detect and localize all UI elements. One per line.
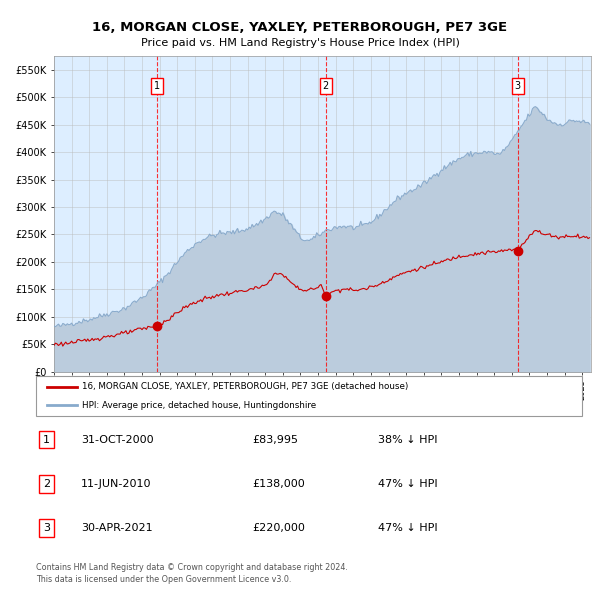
- Text: 3: 3: [43, 523, 50, 533]
- Text: 47% ↓ HPI: 47% ↓ HPI: [378, 479, 437, 489]
- Text: 31-OCT-2000: 31-OCT-2000: [81, 435, 154, 444]
- Text: HPI: Average price, detached house, Huntingdonshire: HPI: Average price, detached house, Hunt…: [82, 401, 317, 409]
- Text: 1: 1: [154, 81, 160, 91]
- Text: 47% ↓ HPI: 47% ↓ HPI: [378, 523, 437, 533]
- Text: 1: 1: [43, 435, 50, 444]
- Text: £83,995: £83,995: [252, 435, 298, 444]
- Text: Contains HM Land Registry data © Crown copyright and database right 2024.: Contains HM Land Registry data © Crown c…: [36, 563, 348, 572]
- Text: 11-JUN-2010: 11-JUN-2010: [81, 479, 151, 489]
- Text: £220,000: £220,000: [252, 523, 305, 533]
- Text: 16, MORGAN CLOSE, YAXLEY, PETERBOROUGH, PE7 3GE: 16, MORGAN CLOSE, YAXLEY, PETERBOROUGH, …: [92, 21, 508, 34]
- Text: 3: 3: [515, 81, 521, 91]
- Text: 16, MORGAN CLOSE, YAXLEY, PETERBOROUGH, PE7 3GE (detached house): 16, MORGAN CLOSE, YAXLEY, PETERBOROUGH, …: [82, 382, 409, 391]
- Text: 2: 2: [323, 81, 329, 91]
- Text: 38% ↓ HPI: 38% ↓ HPI: [378, 435, 437, 444]
- FancyBboxPatch shape: [36, 376, 582, 416]
- Text: Price paid vs. HM Land Registry's House Price Index (HPI): Price paid vs. HM Land Registry's House …: [140, 38, 460, 48]
- Text: This data is licensed under the Open Government Licence v3.0.: This data is licensed under the Open Gov…: [36, 575, 292, 584]
- Text: 30-APR-2021: 30-APR-2021: [81, 523, 152, 533]
- Text: 2: 2: [43, 479, 50, 489]
- Text: £138,000: £138,000: [252, 479, 305, 489]
